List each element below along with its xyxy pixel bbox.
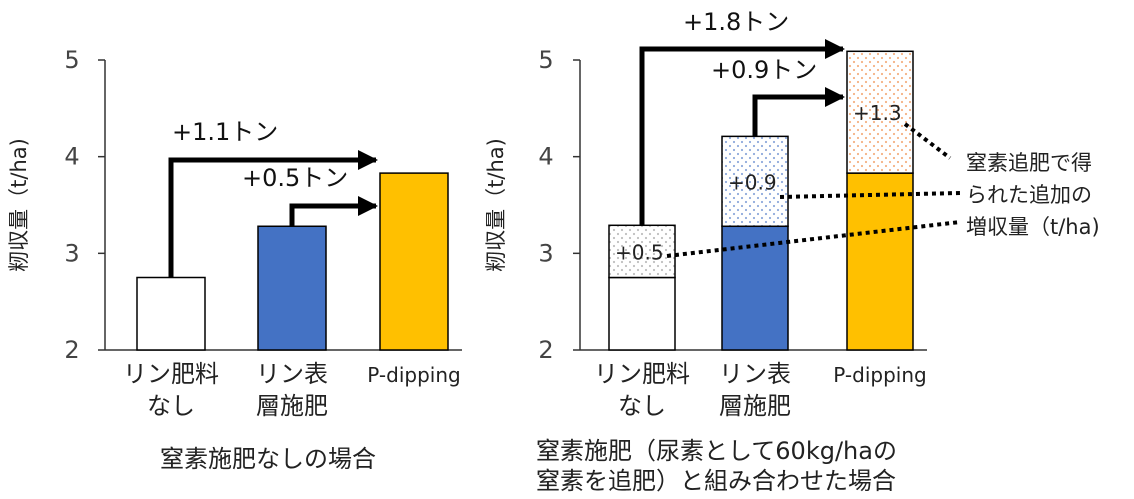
- annotation-line3: 増収量（t/ha): [966, 215, 1100, 239]
- segment-label: +0.9: [728, 170, 777, 194]
- gain-label: +0.9トン: [711, 56, 817, 84]
- y-tick-label: 5: [64, 46, 79, 74]
- gain-arrow: [752, 87, 845, 137]
- right-chart-caption-line2: 窒素を追肥）と組み合わせた場合: [536, 467, 896, 495]
- x-tick-label: リン表: [256, 360, 328, 388]
- bar: [608, 276, 676, 351]
- bar: [257, 225, 327, 351]
- bar: [846, 172, 914, 351]
- gain-arrow: [639, 39, 845, 226]
- x-tick-label: リン表: [719, 360, 791, 388]
- gain-arrow: [289, 196, 378, 227]
- gain-label: +1.1トン: [172, 118, 278, 146]
- x-tick-label: リン肥料: [594, 360, 690, 388]
- y-tick-label: 4: [64, 143, 79, 171]
- bar-segment-topdress: [846, 50, 914, 174]
- gain-label: +1.8トン: [683, 8, 789, 36]
- leader-line-2: [903, 122, 952, 160]
- annotation-line2: られた追加の: [966, 183, 1092, 207]
- annotation-line1: 窒素追肥で得: [966, 151, 1092, 175]
- x-tick-label: リン肥料: [123, 360, 219, 388]
- x-tick-label-line2: 層施肥: [256, 392, 328, 420]
- leader-line-1: [779, 191, 961, 199]
- y-tick-label: 3: [64, 239, 79, 267]
- x-tick-label-line2: なし: [618, 392, 666, 420]
- left-chart-caption: 窒素施肥なしの場合: [160, 445, 376, 473]
- y-axis-label: 籾収量（t/ha): [7, 138, 31, 272]
- x-tick-label-line2: なし: [147, 392, 195, 420]
- bar: [379, 172, 449, 351]
- y-tick-label: 2: [538, 336, 553, 364]
- bar-segment-topdress: [608, 224, 676, 279]
- right-chart-caption-line1: 窒素施肥（尿素として60kg/haの: [536, 437, 897, 465]
- y-axis-label: 籾収量（t/ha): [484, 138, 508, 272]
- y-tick-label: 4: [538, 143, 553, 171]
- segment-label: +1.3: [853, 101, 902, 125]
- gain-arrow: [168, 150, 378, 278]
- leader-line-0: [666, 220, 961, 258]
- x-tick-label: P-dipping: [367, 363, 460, 387]
- gain-label: +0.5トン: [242, 164, 348, 192]
- bar-segment-topdress: [721, 135, 789, 228]
- y-tick-label: 3: [538, 239, 553, 267]
- annotation-leaders: [666, 122, 961, 258]
- x-tick-label-line2: 層施肥: [719, 392, 791, 420]
- bar: [136, 276, 206, 351]
- y-tick-label: 5: [538, 46, 553, 74]
- segment-label: +0.5: [615, 240, 664, 264]
- y-tick-label: 2: [64, 336, 79, 364]
- x-tick-label: P-dipping: [833, 363, 926, 387]
